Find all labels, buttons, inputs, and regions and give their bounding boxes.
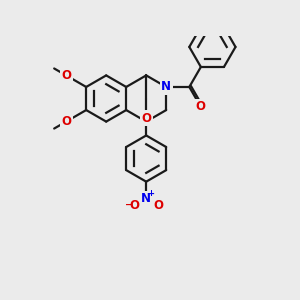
Text: N: N bbox=[161, 80, 171, 94]
Text: O: O bbox=[153, 200, 163, 212]
Text: N: N bbox=[141, 193, 151, 206]
Text: O: O bbox=[61, 115, 71, 128]
Text: O: O bbox=[61, 69, 71, 82]
Text: O: O bbox=[196, 100, 206, 113]
Text: −: − bbox=[125, 200, 133, 210]
Text: O: O bbox=[129, 200, 139, 212]
Text: O: O bbox=[141, 112, 151, 124]
Text: +: + bbox=[147, 189, 154, 198]
